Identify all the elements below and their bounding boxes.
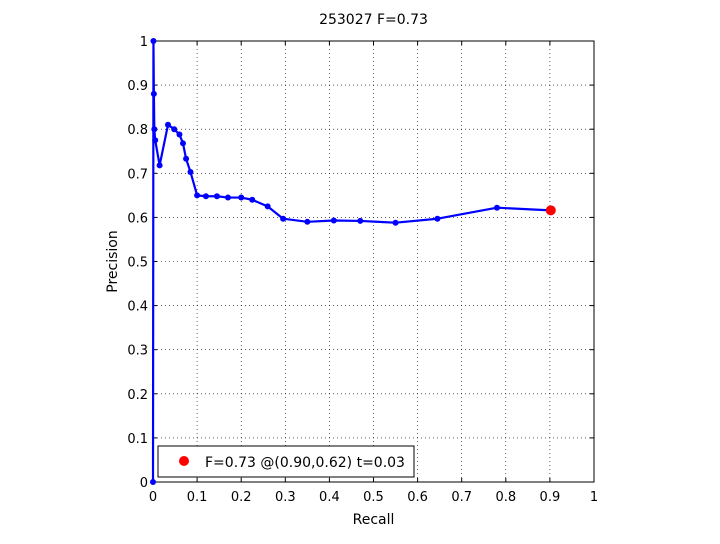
pr-curve-point bbox=[171, 126, 178, 133]
pr-curve-point bbox=[202, 193, 209, 200]
x-tick-label: 0 bbox=[149, 490, 157, 505]
legend-box bbox=[157, 445, 415, 478]
pr-curve-point bbox=[238, 194, 245, 201]
pr-curve-point bbox=[179, 140, 186, 147]
x-tick-label: 0.7 bbox=[451, 490, 472, 505]
x-tick-label: 0.4 bbox=[319, 490, 340, 505]
x-tick-label: 0.9 bbox=[540, 490, 561, 505]
pr-curve-point bbox=[150, 90, 157, 97]
y-tick-label: 0.5 bbox=[127, 256, 148, 271]
best-f-point bbox=[545, 205, 556, 216]
x-tick-label: 0.6 bbox=[407, 490, 428, 505]
pr-curve-point bbox=[264, 203, 271, 210]
y-tick-label: 0.1 bbox=[127, 432, 148, 447]
pr-curve-point bbox=[176, 131, 183, 138]
y-tick-label: 0.8 bbox=[127, 123, 148, 138]
pr-curve-point bbox=[150, 479, 156, 485]
pr-curve-point bbox=[434, 215, 441, 222]
series-layer bbox=[150, 38, 556, 485]
x-tick-label: 0.3 bbox=[275, 490, 296, 505]
pr-curve-point bbox=[392, 219, 399, 226]
y-tick-labels: 0 0.1 0.2 0.3 0.4 0.5 0.6 0.7 0.8 0.9 1 bbox=[127, 35, 148, 491]
y-tick-label: 0.9 bbox=[127, 79, 148, 94]
pr-curve-point bbox=[156, 162, 163, 169]
pr-curve-point bbox=[164, 121, 171, 128]
y-axis-label: Precision bbox=[105, 230, 121, 292]
pr-curve-point bbox=[183, 155, 190, 162]
y-tick-label: 0.3 bbox=[127, 344, 148, 359]
pr-curve-point bbox=[493, 204, 500, 211]
y-tick-label: 0.6 bbox=[127, 211, 148, 226]
pr-curve-point bbox=[330, 217, 337, 224]
pr-curve-point bbox=[187, 168, 194, 175]
pr-curve-point bbox=[194, 192, 201, 199]
pr-curve-point bbox=[151, 126, 158, 133]
pr-curve-point bbox=[152, 137, 159, 144]
y-tick-label: 0.7 bbox=[127, 167, 148, 182]
legend-label: F=0.73 @(0.90,0.62) t=0.03 bbox=[205, 455, 405, 471]
pr-curve-point bbox=[213, 193, 220, 200]
grid-lines bbox=[153, 41, 594, 482]
pr-curve-point bbox=[304, 218, 311, 225]
y-tick-label: 1 bbox=[140, 35, 148, 50]
x-tick-labels: 0 0.1 0.2 0.3 0.4 0.5 0.6 0.7 0.8 0.9 1 bbox=[149, 490, 598, 505]
y-tick-label: 0.2 bbox=[127, 388, 148, 403]
legend-marker bbox=[179, 456, 189, 466]
pr-curve-point bbox=[224, 194, 231, 201]
x-axis-label: Recall bbox=[353, 512, 395, 528]
x-tick-label: 0.8 bbox=[495, 490, 516, 505]
x-tick-label: 0.2 bbox=[231, 490, 252, 505]
x-tick-label: 1 bbox=[590, 490, 598, 505]
y-tick-label: 0 bbox=[140, 476, 148, 491]
y-tick-label: 0.4 bbox=[127, 300, 148, 315]
pr-curve-point bbox=[150, 38, 157, 44]
pr-curve-point bbox=[280, 215, 287, 222]
x-tick-label: 0.5 bbox=[363, 490, 384, 505]
legend: F=0.73 @(0.90,0.62) t=0.03 bbox=[157, 445, 415, 478]
pr-curve-point bbox=[249, 196, 256, 203]
x-tick-label: 0.1 bbox=[187, 490, 208, 505]
chart-title: 253027 F=0.73 bbox=[319, 12, 428, 28]
pr-curve-point bbox=[357, 217, 364, 224]
